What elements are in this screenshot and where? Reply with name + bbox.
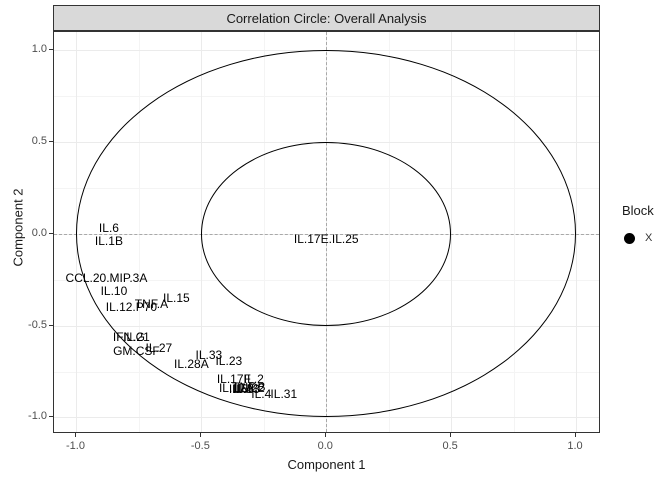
variable-label: IL.9 — [233, 381, 254, 396]
variable-label: IFN.G — [112, 329, 145, 344]
plot-panel: IL.6 IL.1B CCL.20.MIP.3A IL.10 IL.15 TNF.A IL.… — [53, 31, 600, 433]
x-tick-label: -0.5 — [190, 440, 210, 452]
variable-label: GM.CSF — [113, 344, 160, 359]
y-tick-label: -1.0 — [28, 410, 47, 423]
y-tick-label: 0.0 — [31, 226, 47, 239]
variable-label: IL.10 — [100, 283, 128, 298]
y-axis-tick — [49, 324, 53, 326]
variable-label: IL.5 — [228, 382, 249, 397]
y-axis-title: Component 2 — [10, 188, 26, 267]
legend: Block X — [614, 203, 654, 244]
correlation-circle-outer — [76, 50, 576, 418]
x-axis-tick — [325, 433, 327, 437]
variable-label: IL.17E.IL.25 — [293, 232, 359, 247]
x-tick-label: 0.5 — [442, 440, 458, 452]
variable-label: IL.21 — [123, 329, 150, 344]
x-tick-label: -1.0 — [65, 440, 85, 452]
x-axis-tick — [575, 433, 577, 437]
x-tick-label: 0.0 — [317, 440, 333, 452]
legend-item-label: X — [645, 232, 653, 244]
variable-label: IL.28A — [174, 357, 209, 372]
variable-label: IL.6 — [98, 221, 119, 236]
variable-label: IL.22 — [237, 381, 265, 396]
y-tick-label: 1.0 — [31, 43, 47, 56]
y-axis-tick — [49, 232, 53, 234]
x-axis-tick — [450, 433, 452, 437]
variable-label: IL.12.P70 — [105, 300, 158, 315]
y-tick-label: 0.5 — [31, 135, 47, 148]
variable-label: IL.15 — [163, 291, 190, 306]
variable-label: CCL.20.MIP.3A — [65, 270, 148, 285]
variable-label: IL.27 — [145, 340, 173, 355]
plot-title-strip: Correlation Circle: Overall Analysis — [53, 5, 600, 31]
x-axis-tick — [75, 433, 77, 437]
x-axis-title: Component 1 — [287, 457, 366, 472]
variable-label: IL.33 — [195, 348, 223, 363]
variable-label: IL.23 — [215, 353, 243, 368]
variable-label: IL.13 — [232, 382, 260, 397]
variable-label: IL.2 — [243, 371, 264, 386]
legend-title: Block — [622, 203, 654, 218]
y-axis-tick — [49, 49, 53, 51]
variable-label: IL.17A — [218, 381, 254, 396]
variable-label: IL.31 — [270, 386, 298, 401]
y-tick-label: -0.5 — [28, 318, 47, 331]
filled-circle-icon — [624, 232, 635, 244]
x-tick-label: 1.0 — [567, 440, 583, 452]
y-axis-tick — [49, 416, 53, 418]
plot-title: Correlation Circle: Overall Analysis — [226, 10, 427, 26]
variable-label: IL.1B — [94, 234, 123, 249]
legend-item: X — [614, 232, 654, 244]
variable-label: IL.4 — [251, 386, 272, 401]
y-axis-tick — [49, 141, 53, 143]
variable-label: TNF.B — [232, 380, 266, 395]
gridline-major-vertical — [576, 32, 578, 432]
variable-label: TNF.A — [134, 296, 169, 311]
x-axis-tick — [200, 433, 202, 437]
variable-label: IL.17F — [216, 371, 251, 386]
